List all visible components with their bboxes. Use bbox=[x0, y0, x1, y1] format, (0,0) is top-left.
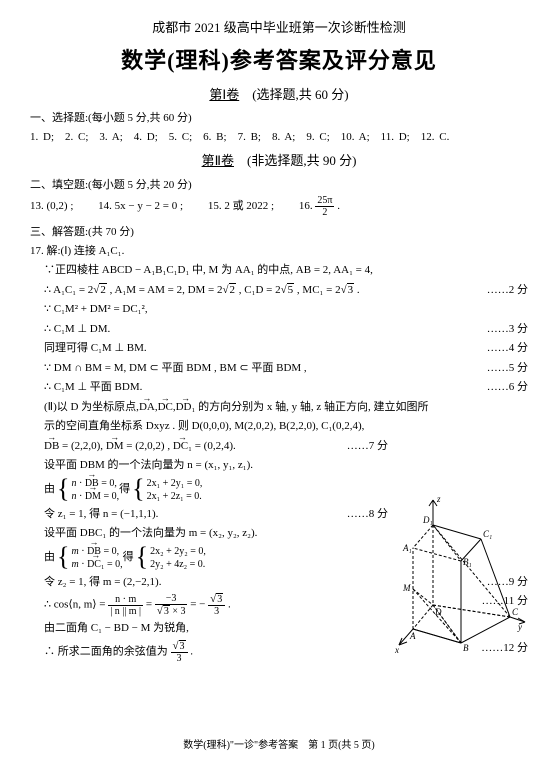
score-7: 7 分 bbox=[347, 438, 388, 455]
score-3: 3 分 bbox=[487, 321, 528, 338]
q17-s10: DB = (2,2,0), DM = (2,0,2) , DC₁ = (0,2,… bbox=[30, 438, 528, 455]
section-1-desc: (选择题,共 60 分) bbox=[252, 87, 348, 102]
fb-header: 二、填空题:(每小题 5 分,共 20 分) bbox=[30, 177, 528, 194]
fb-16-suffix: . bbox=[334, 200, 340, 212]
q17-s8: (Ⅱ)以 D 为坐标原点,DA,DC,DD₁ 的方向分别为 x 轴, y 轴, … bbox=[30, 399, 528, 416]
axis-y: y bbox=[517, 622, 522, 632]
mc-answers: 1. D; 2. C; 3. A; 4. D; 5. C; 6. B; 7. B… bbox=[30, 129, 528, 146]
score-4: 4 分 bbox=[487, 340, 528, 357]
label-d: D bbox=[434, 607, 442, 617]
q17-header: 三、解答题:(共 70 分) bbox=[30, 224, 528, 241]
score-8: 8 分 bbox=[347, 506, 388, 523]
section-2-roman: 第Ⅱ卷 bbox=[202, 153, 234, 168]
fb-13: 13. (0,2) ; bbox=[30, 200, 73, 212]
fb-answers: 13. (0,2) ; 14. 5x − y − 2 = 0 ; 15. 2 或… bbox=[30, 195, 528, 218]
mc-header: 一、选择题:(每小题 5 分,共 60 分) bbox=[30, 110, 528, 127]
fb-16-prefix: 16. bbox=[299, 200, 316, 212]
q17-s1: ∵正四棱柱 ABCD − A₁B₁C₁D₁ 中, M 为 AA₁ 的中点, AB… bbox=[30, 262, 528, 279]
q17-intro: 17. 解:(Ⅰ) 连接 A₁C₁. bbox=[30, 243, 528, 260]
q17-s2: ∴ A₁C₁ = 22 , A₁M = AM = 2, DM = 22 , C₁… bbox=[30, 282, 528, 299]
section-2-desc: (非选择题,共 90 分) bbox=[247, 153, 356, 168]
page-footer: 数学(理科)"一诊"参考答案 第 1 页(共 5 页) bbox=[0, 738, 558, 753]
axis-z: z bbox=[436, 495, 441, 504]
section-1-roman: 第Ⅰ卷 bbox=[209, 87, 239, 102]
q17-s3: ∵ C₁M² + DM² = DC₁², bbox=[30, 301, 528, 318]
q17-s7: ∴ C₁M ⊥ 平面 BDM. 6 分 bbox=[30, 379, 528, 396]
q17-s4: ∴ C₁M ⊥ DM. 3 分 bbox=[30, 321, 528, 338]
section-1-header: 第Ⅰ卷 (选择题,共 60 分) bbox=[30, 85, 528, 105]
label-a1: A₁ bbox=[402, 543, 412, 553]
label-c1: C₁ bbox=[483, 529, 492, 539]
label-a: A bbox=[409, 631, 416, 641]
main-title: 数学(理科)参考答案及评分意见 bbox=[30, 44, 528, 77]
fb-15: 15. 2 或 2022 ; bbox=[208, 200, 274, 212]
label-b1: B₁ bbox=[463, 557, 472, 567]
prism-diagram: z y x D₁ C₁ A₁ B₁ M D C A B bbox=[393, 495, 528, 655]
score-6: 6 分 bbox=[487, 379, 528, 396]
score-5: 5 分 bbox=[487, 360, 528, 377]
fb-16-frac: 25π2 bbox=[315, 195, 334, 218]
q17-s11: 设平面 DBM 的一个法向量为 n = (x₁, y₁, z₁). bbox=[30, 457, 528, 474]
label-d1: D₁ bbox=[422, 515, 433, 525]
q17-s9: 示的空间直角坐标系 Dxyz . 则 D(0,0,0), M(2,0,2), B… bbox=[30, 418, 528, 435]
label-c: C bbox=[512, 607, 519, 617]
label-b: B bbox=[463, 643, 469, 653]
section-2-header: 第Ⅱ卷 (非选择题,共 90 分) bbox=[30, 151, 528, 171]
subtitle: 成都市 2021 级高中毕业班第一次诊断性检测 bbox=[30, 18, 528, 38]
axis-x: x bbox=[394, 645, 399, 655]
label-m: M bbox=[402, 583, 411, 593]
score-2: 2 分 bbox=[487, 282, 528, 299]
q17-s5: 同理可得 C₁M ⊥ BM. 4 分 bbox=[30, 340, 528, 357]
fb-14: 14. 5x − y − 2 = 0 ; bbox=[98, 200, 183, 212]
q17-s6: ∵ DM ∩ BM = M, DM ⊂ 平面 BDM , BM ⊂ 平面 BDM… bbox=[30, 360, 528, 377]
